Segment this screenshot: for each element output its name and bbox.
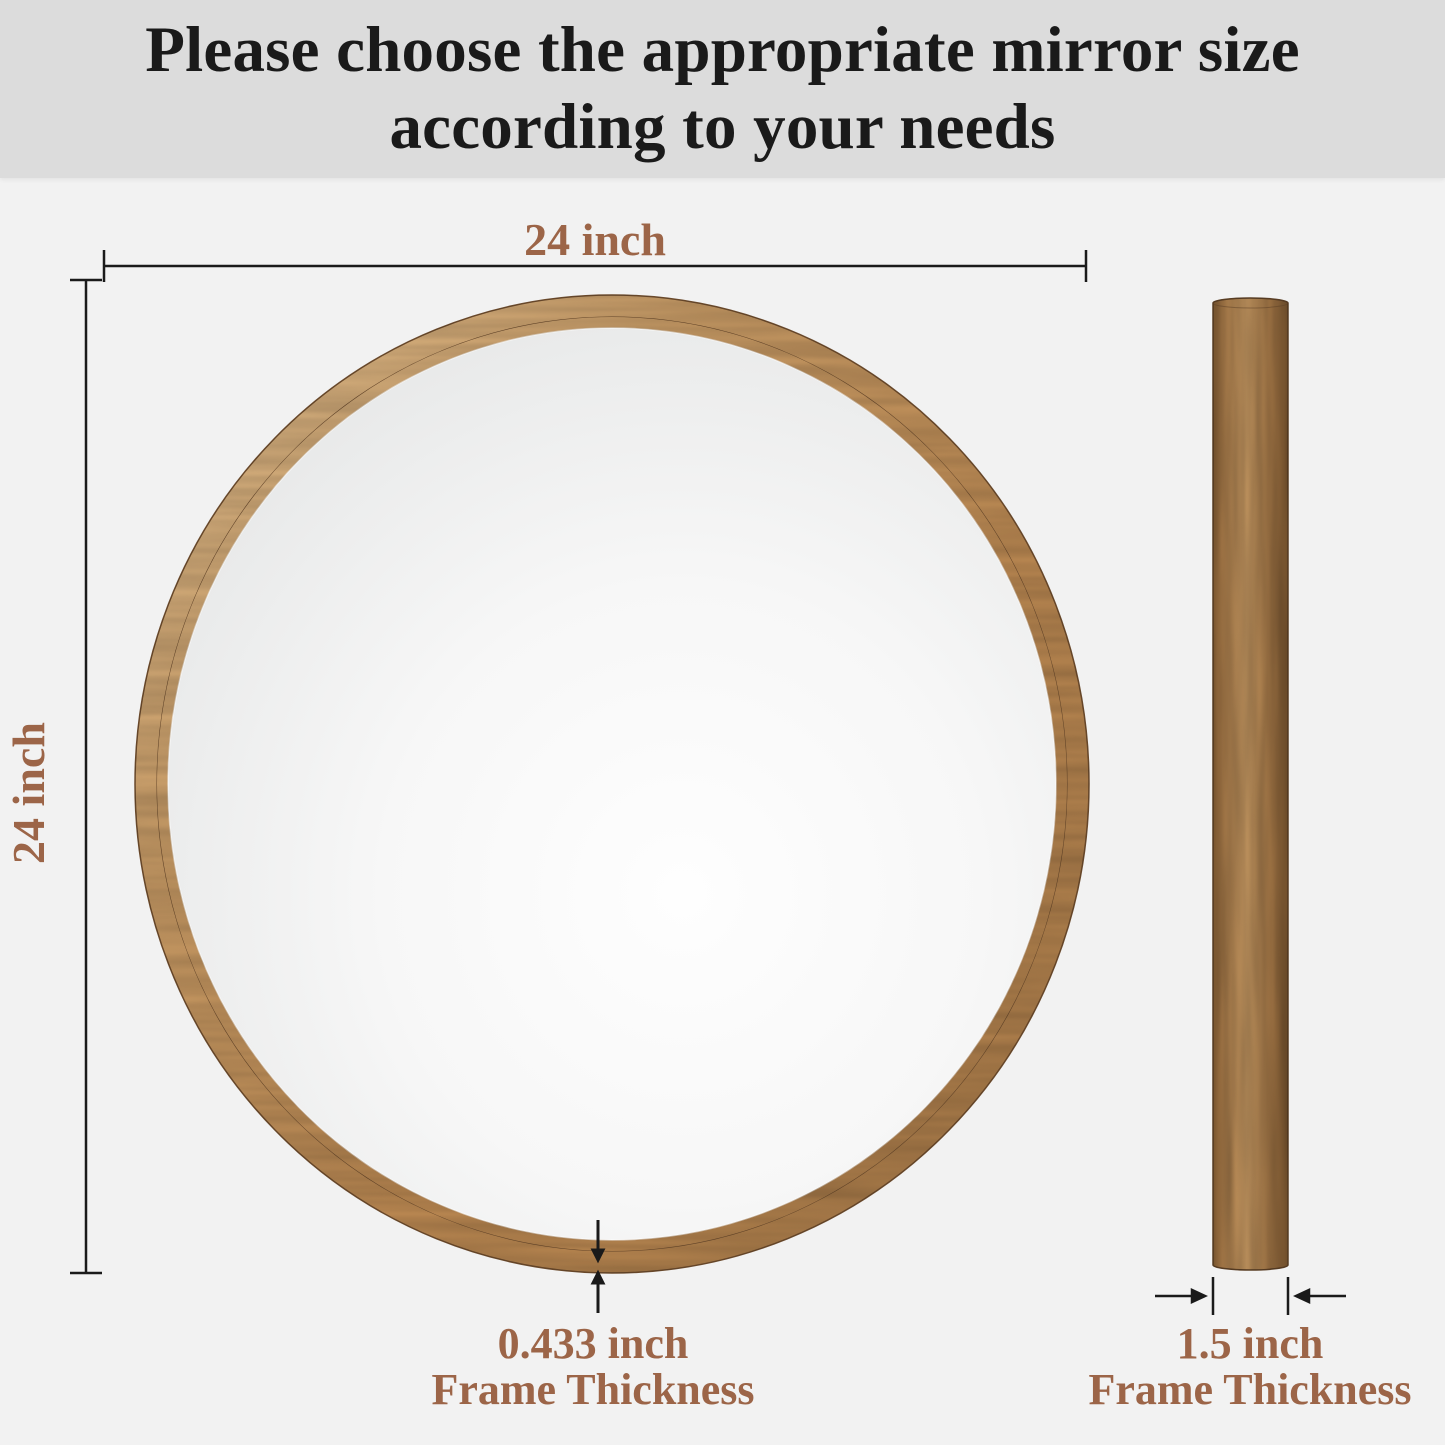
svg-text:Frame Thickness: Frame Thickness (1088, 1365, 1411, 1414)
svg-text:Frame Thickness: Frame Thickness (431, 1365, 754, 1414)
svg-text:24 inch: 24 inch (3, 722, 54, 864)
svg-text:1.5 inch: 1.5 inch (1177, 1319, 1324, 1368)
svg-text:0.433 inch: 0.433 inch (498, 1319, 689, 1368)
svg-text:24 inch: 24 inch (524, 214, 666, 265)
